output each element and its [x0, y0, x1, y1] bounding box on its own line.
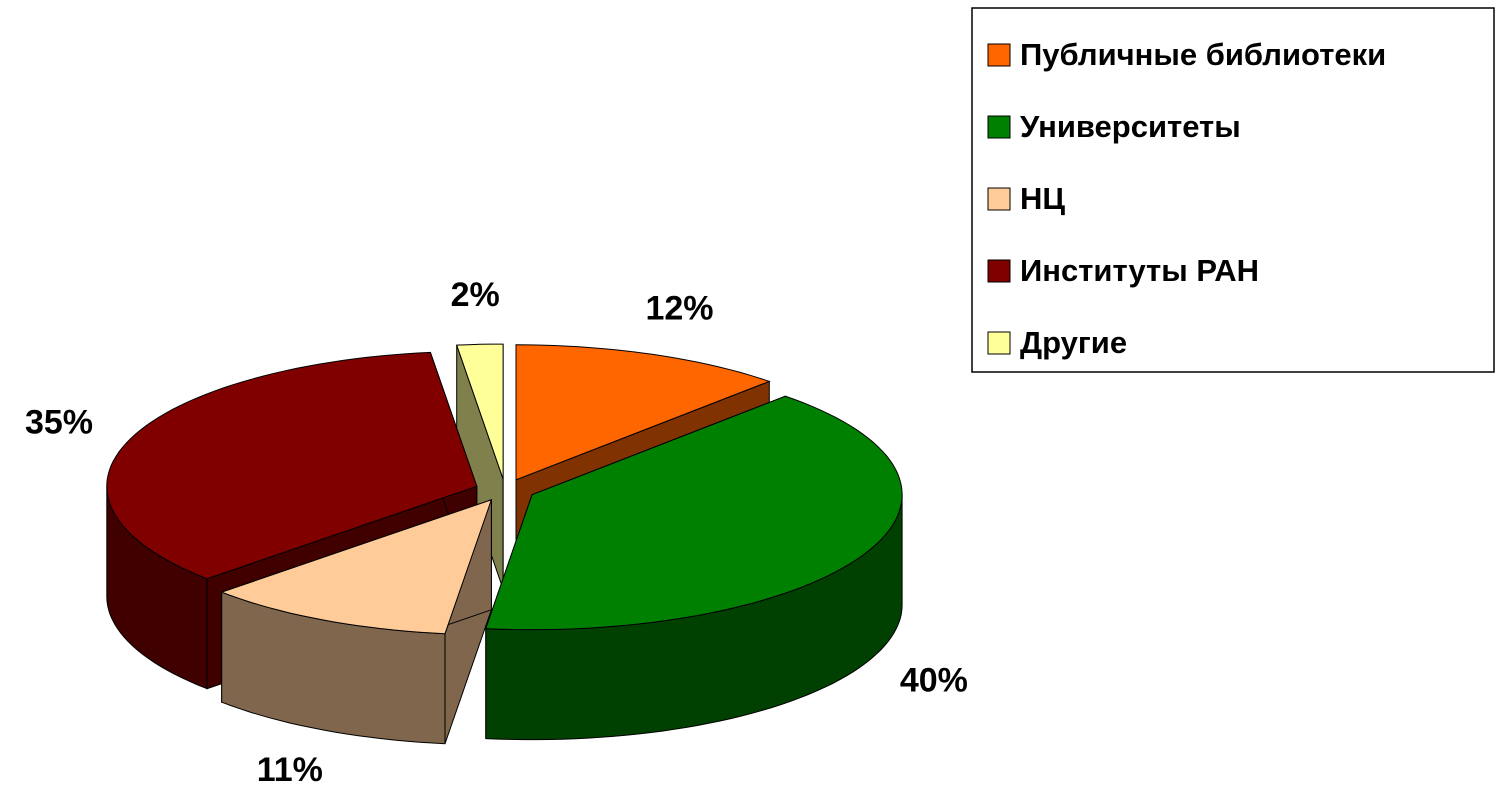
- legend-swatch: [987, 259, 1011, 283]
- legend-box: [971, 7, 1495, 373]
- data-label: 2%: [451, 276, 500, 314]
- legend-swatch: [987, 43, 1011, 67]
- legend-label: Институты РАН: [1020, 253, 1259, 288]
- data-label: 12%: [645, 289, 713, 327]
- slice: [456, 343, 504, 480]
- legend: Публичные библиотеки Университеты НЦ Инстит…: [971, 7, 1495, 373]
- data-label: 40%: [900, 661, 968, 699]
- pie: [106, 343, 903, 745]
- data-label: 35%: [25, 404, 93, 442]
- slice: [220, 498, 493, 635]
- legend-label: Публичные библиотеки: [1020, 37, 1386, 72]
- legend-swatch: [987, 187, 1011, 211]
- legend-swatch: [987, 115, 1011, 139]
- legend-label: НЦ: [1020, 181, 1065, 216]
- legend-swatch: [987, 331, 1011, 355]
- legend-label: Другие: [1020, 325, 1127, 360]
- legend-label: Университеты: [1020, 109, 1241, 144]
- slice: [515, 344, 771, 481]
- data-label: 11%: [257, 751, 323, 789]
- slice: [106, 351, 478, 580]
- slice: [485, 395, 903, 631]
